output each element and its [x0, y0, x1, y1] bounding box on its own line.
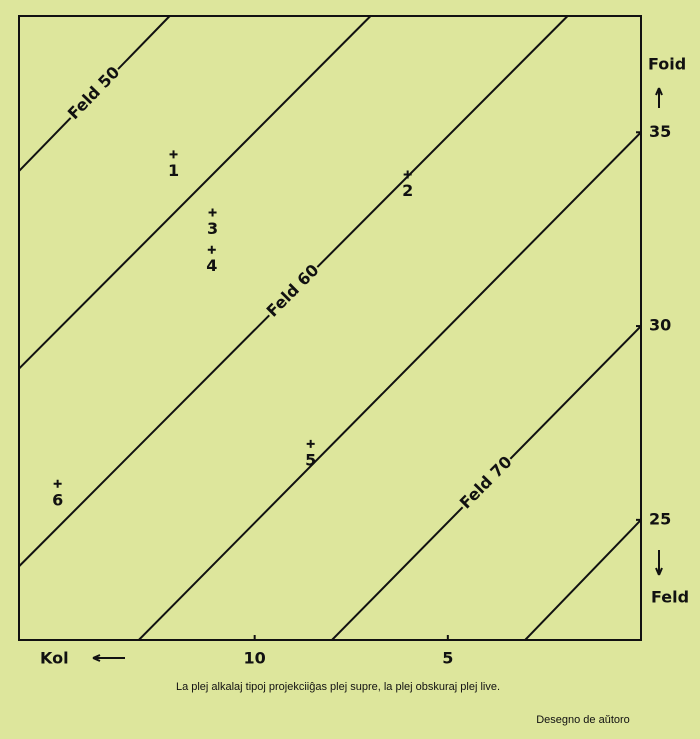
- contour-line: [18, 15, 372, 370]
- y-tick-label: 30: [649, 316, 671, 335]
- contour-line: [524, 519, 642, 641]
- point-marker: [53, 479, 62, 488]
- point-marker: [403, 170, 412, 179]
- x-tick-label: 10: [244, 649, 266, 668]
- point-marker: [208, 208, 217, 217]
- y-axis-label-bottom: Feld: [651, 588, 689, 607]
- x-tick-label: 5: [442, 649, 453, 668]
- point-label: 3: [207, 219, 218, 238]
- y-tick-label: 35: [649, 122, 671, 141]
- caption: La plej alkalaj tipoj projekciiĝas plej …: [176, 681, 500, 693]
- y-axis-label-top: Foid: [648, 55, 686, 74]
- point-label: 6: [52, 490, 63, 509]
- contour-label-gap: [63, 62, 126, 125]
- point-label: 5: [305, 450, 316, 469]
- y-arrow-up: [655, 87, 663, 108]
- point-label: 4: [206, 256, 217, 275]
- plot-frame: [18, 15, 642, 641]
- credit: Desegno de aŭtoro: [536, 714, 630, 726]
- contour-label-gap: [262, 260, 325, 323]
- contour-label-gap: [455, 451, 518, 515]
- contour-line: [138, 131, 642, 641]
- point-label: 2: [402, 181, 413, 200]
- point-marker: [169, 150, 178, 159]
- y-tick-label: 25: [649, 509, 671, 528]
- point-marker: [207, 245, 216, 254]
- x-axis-label: Kol: [40, 649, 69, 668]
- point-label: 1: [168, 161, 179, 180]
- point-marker: [306, 439, 315, 448]
- x-arrow: [92, 654, 125, 662]
- y-arrow-down: [655, 550, 663, 576]
